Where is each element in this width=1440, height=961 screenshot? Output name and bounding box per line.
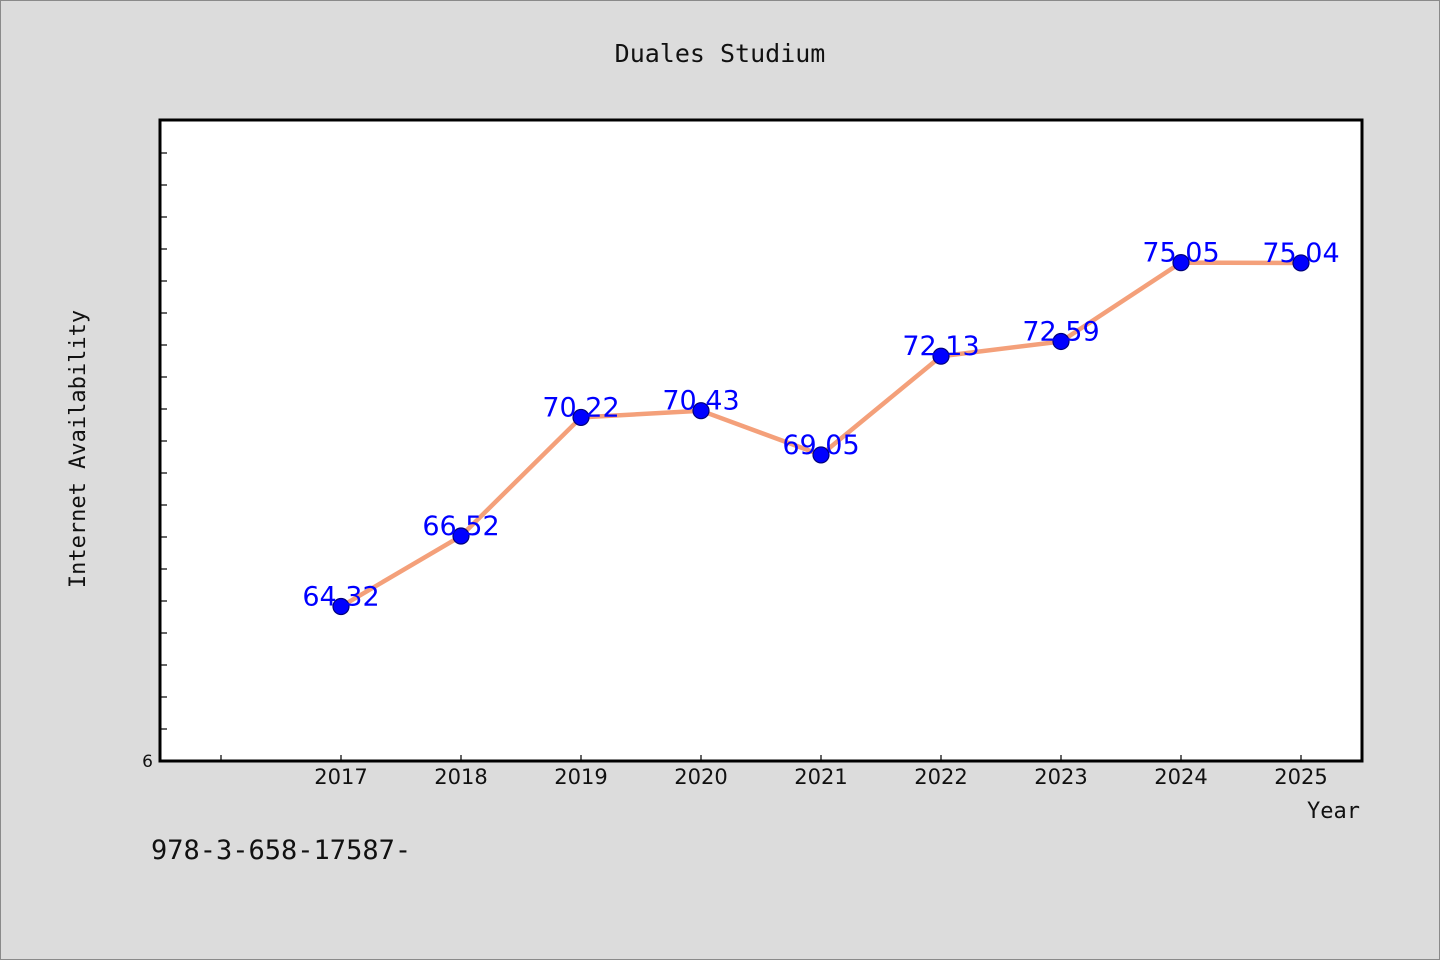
data-point: [452, 527, 470, 545]
data-labels: 64.32 66.52 70.22 70.43 69.05 72.13 72.59 75.05…: [302, 238, 1339, 613]
data-label: 75.04: [1262, 238, 1339, 269]
y-axis-ticks: 6: [142, 152, 167, 772]
data-label: 75.05: [1142, 238, 1219, 269]
y-axis-label: Internet Availability: [66, 310, 91, 588]
x-tick-label: 2017: [314, 765, 367, 789]
x-tick-label: 2020: [674, 765, 727, 789]
data-point: [1172, 254, 1190, 272]
data-label: 70.43: [662, 386, 739, 417]
x-axis-ticks: 2017 2018 2019 2020 2021 2022 2023 2024 2025: [220, 755, 1328, 789]
footer-code: 978-3-658-17587-: [151, 835, 412, 866]
plot-area: [158, 118, 1364, 763]
data-point: [332, 597, 350, 616]
x-tick-label: 2021: [794, 765, 847, 789]
data-label: 72.13: [902, 331, 979, 362]
data-label: 72.59: [1022, 316, 1099, 347]
data-point: [932, 347, 950, 365]
x-tick-label: 2024: [1154, 765, 1207, 789]
data-label: 66.52: [422, 511, 499, 542]
data-point: [692, 402, 710, 420]
x-tick-label: 2022: [914, 765, 967, 789]
x-axis-label: Year: [1307, 799, 1360, 824]
data-label: 70.22: [542, 392, 619, 423]
chart-title: Duales Studium: [615, 39, 826, 68]
data-label: 64.32: [302, 582, 379, 613]
y-tick-label: 6: [142, 752, 153, 772]
data-point: [1292, 254, 1310, 272]
data-point: [812, 446, 830, 464]
data-point: [1052, 332, 1070, 351]
x-tick-label: 2025: [1274, 765, 1327, 789]
x-tick-label: 2023: [1034, 765, 1087, 789]
data-label: 69.05: [782, 430, 859, 461]
data-markers: [332, 254, 1310, 616]
data-point: [572, 408, 590, 427]
x-tick-label: 2019: [554, 765, 607, 789]
x-tick-label: 2018: [434, 765, 487, 789]
